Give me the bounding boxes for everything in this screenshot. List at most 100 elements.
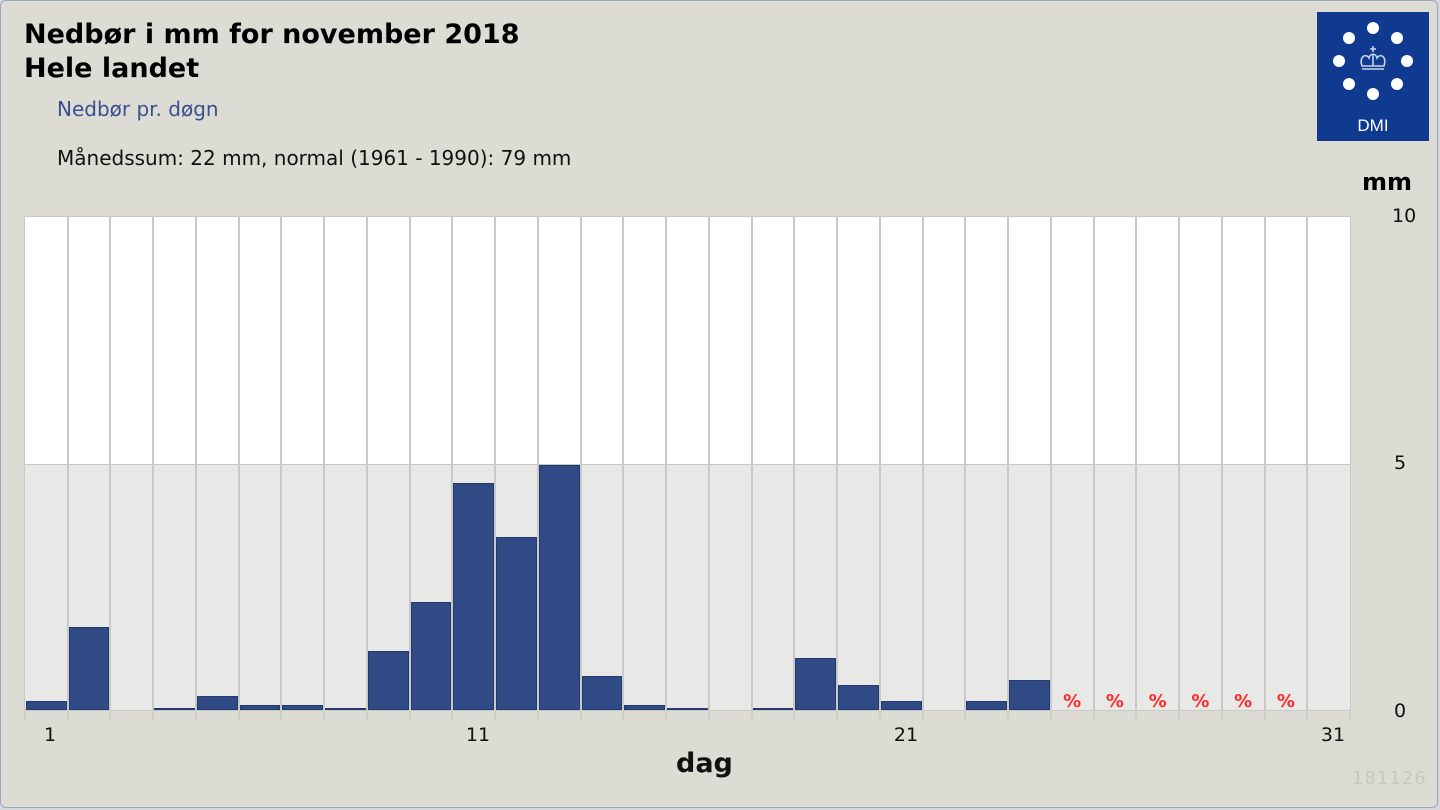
- lower-band: [25, 463, 1350, 710]
- column-gridline: [1007, 217, 1010, 710]
- x-axis-tick: [1135, 709, 1138, 721]
- x-tick-31: 31: [1320, 724, 1346, 746]
- column-gridline: [622, 217, 625, 710]
- column-gridline: [280, 217, 283, 710]
- x-axis-tick: [1306, 709, 1309, 721]
- x-axis-tick: [109, 709, 112, 721]
- x-axis-tick: [280, 709, 283, 721]
- precip-bar-day-16: [667, 707, 708, 710]
- column-gridline: [878, 217, 881, 710]
- precip-bar-day-4: [154, 707, 195, 710]
- x-tick-21: 21: [893, 724, 919, 746]
- dmi-logo-text: DMI: [1357, 116, 1389, 135]
- x-axis-tick: [451, 709, 454, 721]
- x-axis-tick: [152, 709, 155, 721]
- column-gridline: [579, 217, 582, 710]
- y-tick-5: 5: [1394, 452, 1407, 474]
- x-axis-tick: [494, 709, 497, 721]
- column-gridline: [237, 217, 240, 710]
- dmi-logo: DMI: [1317, 12, 1429, 141]
- precip-bar-day-8: [325, 707, 366, 710]
- x-axis-tick: [323, 709, 326, 721]
- precip-bar-day-9: [367, 650, 409, 710]
- x-axis-tick: [964, 709, 967, 721]
- chart-title: Nedbør i mm for november 2018 Hele lande…: [24, 18, 519, 86]
- x-axis-tick: [579, 709, 582, 721]
- chart-subtitle: Nedbør pr. døgn: [57, 97, 219, 121]
- precip-bar-day-11: [453, 483, 495, 710]
- x-axis-tick: [665, 709, 668, 721]
- column-gridline: [451, 217, 454, 710]
- title-line-1: Nedbør i mm for november 2018: [24, 19, 520, 50]
- column-gridline: [194, 217, 197, 710]
- missing-data-marker: %: [1148, 691, 1167, 712]
- precip-bar-day-14: [581, 676, 623, 710]
- x-axis-tick: [1049, 709, 1052, 721]
- x-axis-tick: [194, 709, 197, 721]
- missing-data-marker: %: [1105, 691, 1124, 712]
- column-gridline: [109, 217, 112, 710]
- month-summary: Månedssum: 22 mm, normal (1961 - 1990): …: [57, 146, 572, 170]
- title-line-2: Hele landet: [24, 53, 200, 84]
- x-axis-tick: [622, 709, 625, 721]
- column-gridline: [1178, 217, 1181, 710]
- precip-bar-day-10: [410, 601, 452, 710]
- column-gridline: [964, 217, 967, 710]
- x-axis-tick: [24, 709, 26, 721]
- column-gridline: [921, 217, 924, 710]
- column-gridline: [836, 217, 839, 710]
- column-gridline: [1263, 217, 1266, 710]
- x-axis-tick: [536, 709, 539, 721]
- precip-bar-day-6: [239, 705, 281, 710]
- column-gridline: [536, 217, 539, 710]
- column-gridline: [408, 217, 411, 710]
- x-axis-tick: [836, 709, 839, 721]
- plot-area: %%%%%%: [24, 216, 1351, 712]
- y-tick-10: 10: [1392, 205, 1417, 227]
- column-gridline: [750, 217, 753, 710]
- y-axis-unit: mm: [1362, 168, 1413, 196]
- column-gridline: [1220, 217, 1223, 710]
- missing-data-marker: %: [1234, 691, 1253, 712]
- x-axis-tick: [408, 709, 411, 721]
- x-axis-tick: [878, 709, 881, 721]
- precip-bar-day-18: [752, 707, 794, 710]
- x-axis-tick: [237, 709, 240, 721]
- precip-bar-day-2: [68, 627, 110, 710]
- precip-bar-day-20: [838, 685, 879, 710]
- x-axis-tick: [365, 709, 368, 721]
- column-gridline: [494, 217, 497, 710]
- crown-icon: [1360, 46, 1386, 70]
- x-axis-tick: [707, 709, 710, 721]
- column-gridline: [66, 217, 69, 710]
- column-gridline: [1135, 217, 1138, 710]
- precip-bar-day-19: [795, 658, 837, 710]
- column-gridline: [152, 217, 155, 710]
- column-gridline: [793, 217, 796, 710]
- precip-bar-day-23: [966, 701, 1008, 710]
- missing-data-marker: %: [1191, 691, 1210, 712]
- x-axis-tick: [1092, 709, 1095, 721]
- x-axis-tick: [750, 709, 753, 721]
- column-gridline: [1092, 217, 1095, 710]
- column-gridline: [707, 217, 710, 710]
- precip-bar-day-12: [496, 537, 537, 710]
- column-gridline: [665, 217, 668, 710]
- column-gridline: [365, 217, 368, 710]
- x-axis-tick: [1263, 709, 1266, 721]
- x-axis-tick: [1349, 709, 1351, 721]
- y-tick-0: 0: [1394, 700, 1407, 722]
- column-gridline: [1306, 217, 1309, 710]
- x-tick-1: 1: [43, 724, 57, 746]
- column-gridline: [323, 217, 326, 710]
- missing-data-marker: %: [1063, 691, 1082, 712]
- x-axis-tick: [1007, 709, 1010, 721]
- x-tick-11: 11: [465, 724, 491, 746]
- precip-bar-day-24: [1009, 680, 1050, 710]
- precip-bar-day-1: [26, 701, 67, 710]
- date-stamp: 181126: [1352, 768, 1427, 789]
- precip-bar-day-15: [624, 705, 666, 710]
- column-gridline: [1049, 217, 1052, 710]
- x-axis-tick: [921, 709, 924, 721]
- precip-bar-day-7: [282, 705, 324, 710]
